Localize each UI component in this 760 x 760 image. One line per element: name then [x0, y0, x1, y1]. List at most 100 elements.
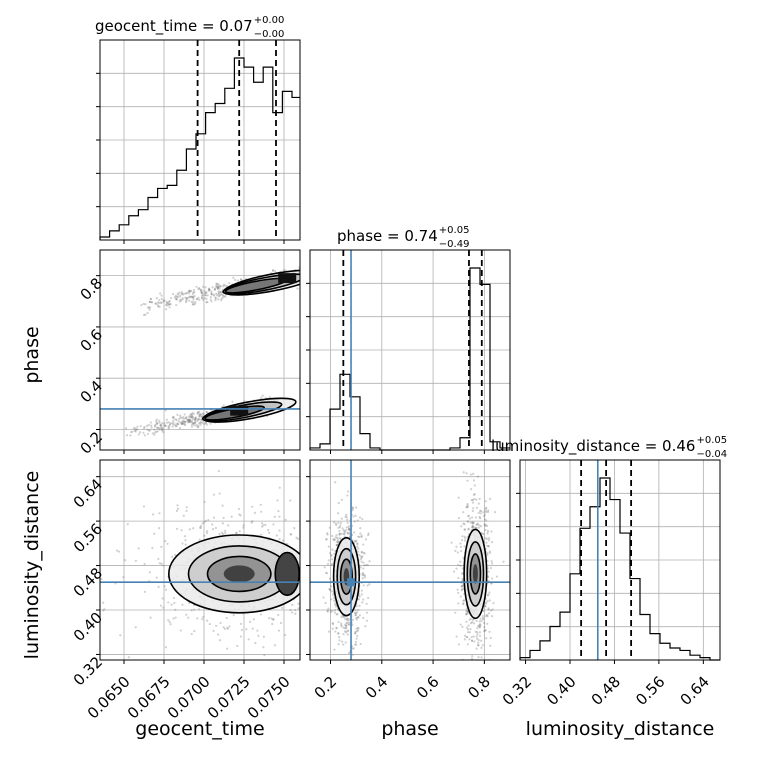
sample-point [179, 414, 182, 417]
sample-point [172, 417, 175, 420]
sample-point [344, 627, 347, 630]
sample-point [472, 622, 476, 625]
density-peak [230, 405, 249, 416]
sample-point [328, 526, 331, 529]
sample-point [224, 531, 227, 535]
sample-point [466, 504, 469, 507]
sample-point [193, 421, 197, 425]
sample-point [181, 422, 185, 425]
sample-point [462, 599, 466, 602]
sample-point [284, 518, 287, 521]
sample-point [251, 627, 254, 630]
sample-point [165, 301, 169, 305]
sample-point [200, 296, 203, 300]
sample-point [476, 631, 479, 634]
sample-point [289, 533, 292, 536]
sample-point [245, 628, 248, 631]
sample-point [196, 411, 199, 414]
sample-point [343, 533, 346, 536]
sample-point [455, 635, 458, 638]
sample-point [181, 420, 184, 423]
sample-point [339, 521, 343, 524]
sample-point [158, 419, 161, 422]
sample-point [284, 269, 287, 272]
sample-point [180, 422, 184, 426]
sample-point [344, 618, 347, 621]
sample-point [483, 629, 486, 633]
ytick-label: 0.4 [77, 377, 107, 407]
sample-point [205, 619, 209, 622]
sample-point [485, 524, 489, 527]
sample-point [329, 588, 332, 591]
sample-point [190, 414, 194, 417]
sample-point [172, 421, 175, 424]
axes-frame [519, 459, 721, 661]
sample-point [226, 627, 230, 630]
sample-point [467, 514, 470, 517]
sample-point [191, 411, 194, 414]
sample-point [477, 641, 480, 644]
sample-point [294, 612, 297, 615]
sample-point [463, 523, 466, 526]
sample-point [273, 515, 276, 518]
sample-point [217, 290, 220, 293]
sample-point [317, 587, 319, 589]
sample-point [272, 618, 275, 621]
sample-point [177, 295, 180, 299]
sample-point [194, 417, 197, 420]
sample-point [193, 418, 197, 421]
sample-point [477, 502, 480, 505]
sample-point [476, 475, 480, 478]
sample-point [479, 525, 483, 528]
sample-point [355, 630, 359, 633]
sample-point [178, 291, 181, 294]
sample-point [213, 288, 217, 291]
sample-point [467, 528, 470, 531]
sample-point [170, 603, 173, 606]
sample-point [478, 524, 481, 527]
sample-point [487, 539, 490, 542]
sample-point [488, 537, 491, 540]
sample-point [470, 639, 474, 642]
sample-point [163, 422, 166, 425]
sample-point [325, 538, 328, 541]
sample-point [217, 470, 220, 473]
density-contour [223, 565, 255, 583]
sample-point [149, 616, 152, 619]
sample-point [490, 560, 493, 563]
sample-point [174, 418, 177, 421]
sample-point [353, 611, 357, 615]
sample-point [222, 404, 225, 407]
sample-point [454, 549, 457, 552]
sample-point [191, 415, 195, 418]
sample-point [328, 577, 331, 580]
sample-point [338, 536, 341, 540]
sample-point [196, 425, 199, 428]
sample-point [327, 559, 330, 562]
sample-point [172, 415, 175, 418]
sample-point [362, 574, 365, 577]
sample-point [214, 297, 217, 300]
sample-point [164, 424, 167, 427]
sample-point [264, 523, 267, 526]
sample-point [188, 414, 192, 417]
sample-point [156, 422, 159, 425]
sample-point [181, 421, 184, 424]
hist-step-line [309, 267, 510, 451]
sample-point [324, 636, 326, 638]
sample-point [357, 627, 360, 630]
sample-point [184, 417, 187, 420]
sample-point [477, 656, 480, 659]
sample-point [334, 481, 337, 484]
sample-point [262, 646, 265, 649]
sample-point [232, 614, 235, 617]
sample-point [157, 426, 161, 430]
sample-point [317, 573, 319, 575]
sample-point [164, 425, 167, 428]
sample-point [355, 539, 358, 542]
sample-point [163, 299, 166, 302]
sample-point [185, 292, 188, 295]
sample-point [161, 429, 164, 432]
sample-point [204, 286, 207, 289]
sample-point [289, 533, 293, 536]
